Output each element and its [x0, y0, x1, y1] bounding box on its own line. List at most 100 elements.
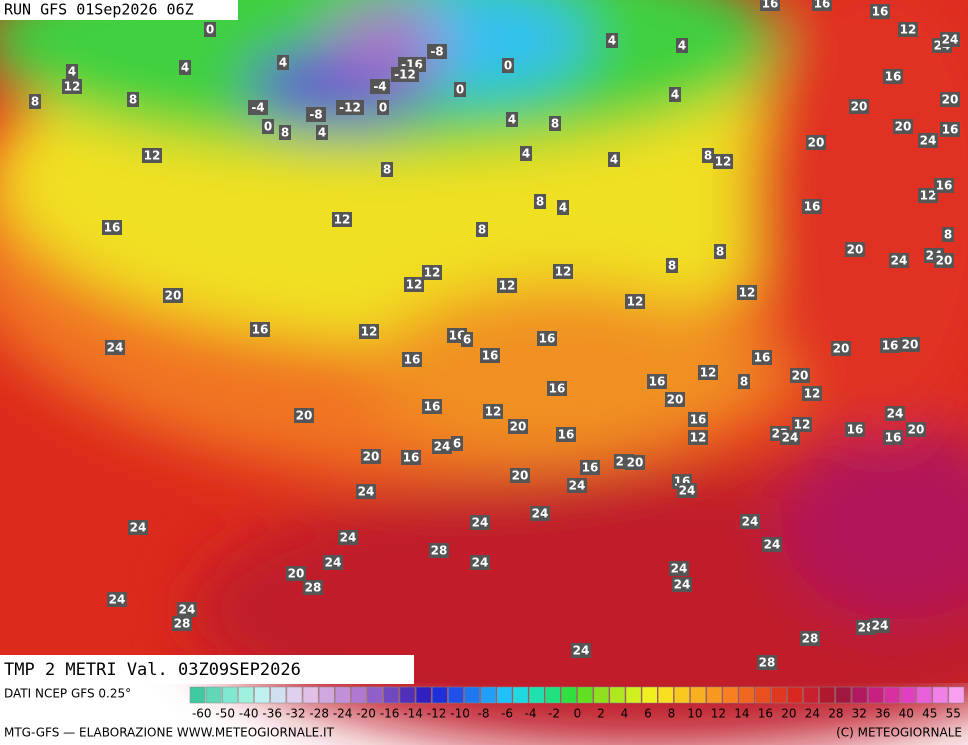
temperature-label: 20 [936, 254, 953, 268]
label-box [520, 146, 532, 161]
label-box [502, 58, 514, 73]
legend-swatch [690, 686, 706, 704]
temperature-label: -12 [339, 101, 361, 115]
legend-swatch [544, 686, 561, 704]
label-box [303, 580, 323, 595]
temperature-label: 16 [882, 339, 899, 353]
label-box [845, 242, 865, 257]
label-box [470, 515, 490, 530]
label-box [812, 0, 832, 11]
legend-swatch [674, 686, 690, 704]
label-box [880, 338, 900, 353]
label-box [669, 87, 681, 102]
temperature-label: 24 [472, 556, 489, 570]
label-box [698, 365, 718, 380]
legend-tick-label: 28 [828, 707, 843, 721]
label-box [336, 100, 364, 115]
label-box [294, 408, 314, 423]
temperature-label: 4 [508, 113, 516, 127]
temperature-label: 20 [908, 423, 925, 437]
label-box [849, 99, 869, 114]
label-box [665, 392, 685, 407]
temperature-label: 0 [264, 120, 272, 134]
label-box [377, 100, 389, 115]
legend-tick-label: 0 [574, 707, 582, 721]
label-box [940, 32, 960, 47]
label-box [906, 422, 926, 437]
label-box [740, 514, 760, 529]
label-box [556, 427, 576, 442]
legend-swatch [335, 686, 351, 704]
label-box [918, 133, 938, 148]
legend-swatch [722, 686, 739, 704]
temperature-label: 12 [499, 279, 516, 293]
temperature-label: 24 [569, 479, 586, 493]
temperature-label: 24 [325, 556, 342, 570]
temperature-label: 8 [740, 375, 748, 389]
label-box [107, 592, 127, 607]
label-box [483, 404, 503, 419]
temperature-label: 24 [920, 134, 937, 148]
label-box [381, 162, 393, 177]
label-box [248, 100, 268, 115]
label-box [530, 506, 550, 521]
label-box [497, 278, 517, 293]
legend-swatch [480, 686, 497, 704]
temperature-label: 0 [206, 23, 214, 37]
legend-swatch [351, 686, 367, 704]
legend-swatch [318, 686, 335, 704]
label-box [606, 33, 618, 48]
label-box [800, 631, 820, 646]
temperature-label: 12 [739, 286, 756, 300]
legend-swatch [367, 686, 383, 704]
legend-tick-label: -14 [403, 707, 423, 721]
temperature-label: 24 [942, 33, 959, 47]
temperature-label: 8 [281, 126, 289, 140]
label-box [666, 258, 678, 273]
temperature-label: 12 [334, 213, 351, 227]
label-box [806, 135, 826, 150]
legend-tick-label: 45 [922, 707, 937, 721]
temperature-label: 12 [804, 387, 821, 401]
label-box [279, 125, 291, 140]
legend-swatch [431, 686, 448, 704]
label-box [790, 368, 810, 383]
temperature-label: 24 [434, 440, 451, 454]
label-box [356, 484, 376, 499]
temperature-label: 4 [610, 153, 618, 167]
label-box [127, 92, 139, 107]
label-box [105, 340, 125, 355]
temperature-label: 20 [667, 393, 684, 407]
temperature-label: 24 [891, 254, 908, 268]
temperature-label: 16 [804, 200, 821, 214]
label-box [29, 94, 41, 109]
label-box [762, 537, 782, 552]
label-box [608, 152, 620, 167]
label-box [547, 381, 567, 396]
legend-tick-label: -16 [380, 707, 400, 721]
temperature-label: 8 [704, 149, 712, 163]
legend-swatch [641, 686, 658, 704]
temperature-label: 16 [582, 461, 599, 475]
legend-swatch [205, 686, 222, 704]
label-box [179, 60, 191, 75]
legend-tick-label: 36 [875, 707, 890, 721]
temperature-label: 24 [472, 516, 489, 530]
legend-swatch [286, 686, 303, 704]
temperature-label: 16 [403, 451, 420, 465]
temperature-label: 0 [456, 83, 464, 97]
label-box [714, 244, 726, 259]
label-box [942, 227, 954, 242]
label-box [461, 332, 473, 347]
legend-tick-label: -40 [239, 707, 259, 721]
label-box [338, 530, 358, 545]
temperature-label: 4 [522, 147, 530, 161]
temperature-label: 24 [358, 485, 375, 499]
legend-swatch [803, 686, 819, 704]
label-box [780, 430, 800, 445]
temperature-label: 24 [130, 521, 147, 535]
legend-tick-label: -20 [356, 707, 376, 721]
label-box [672, 577, 692, 592]
